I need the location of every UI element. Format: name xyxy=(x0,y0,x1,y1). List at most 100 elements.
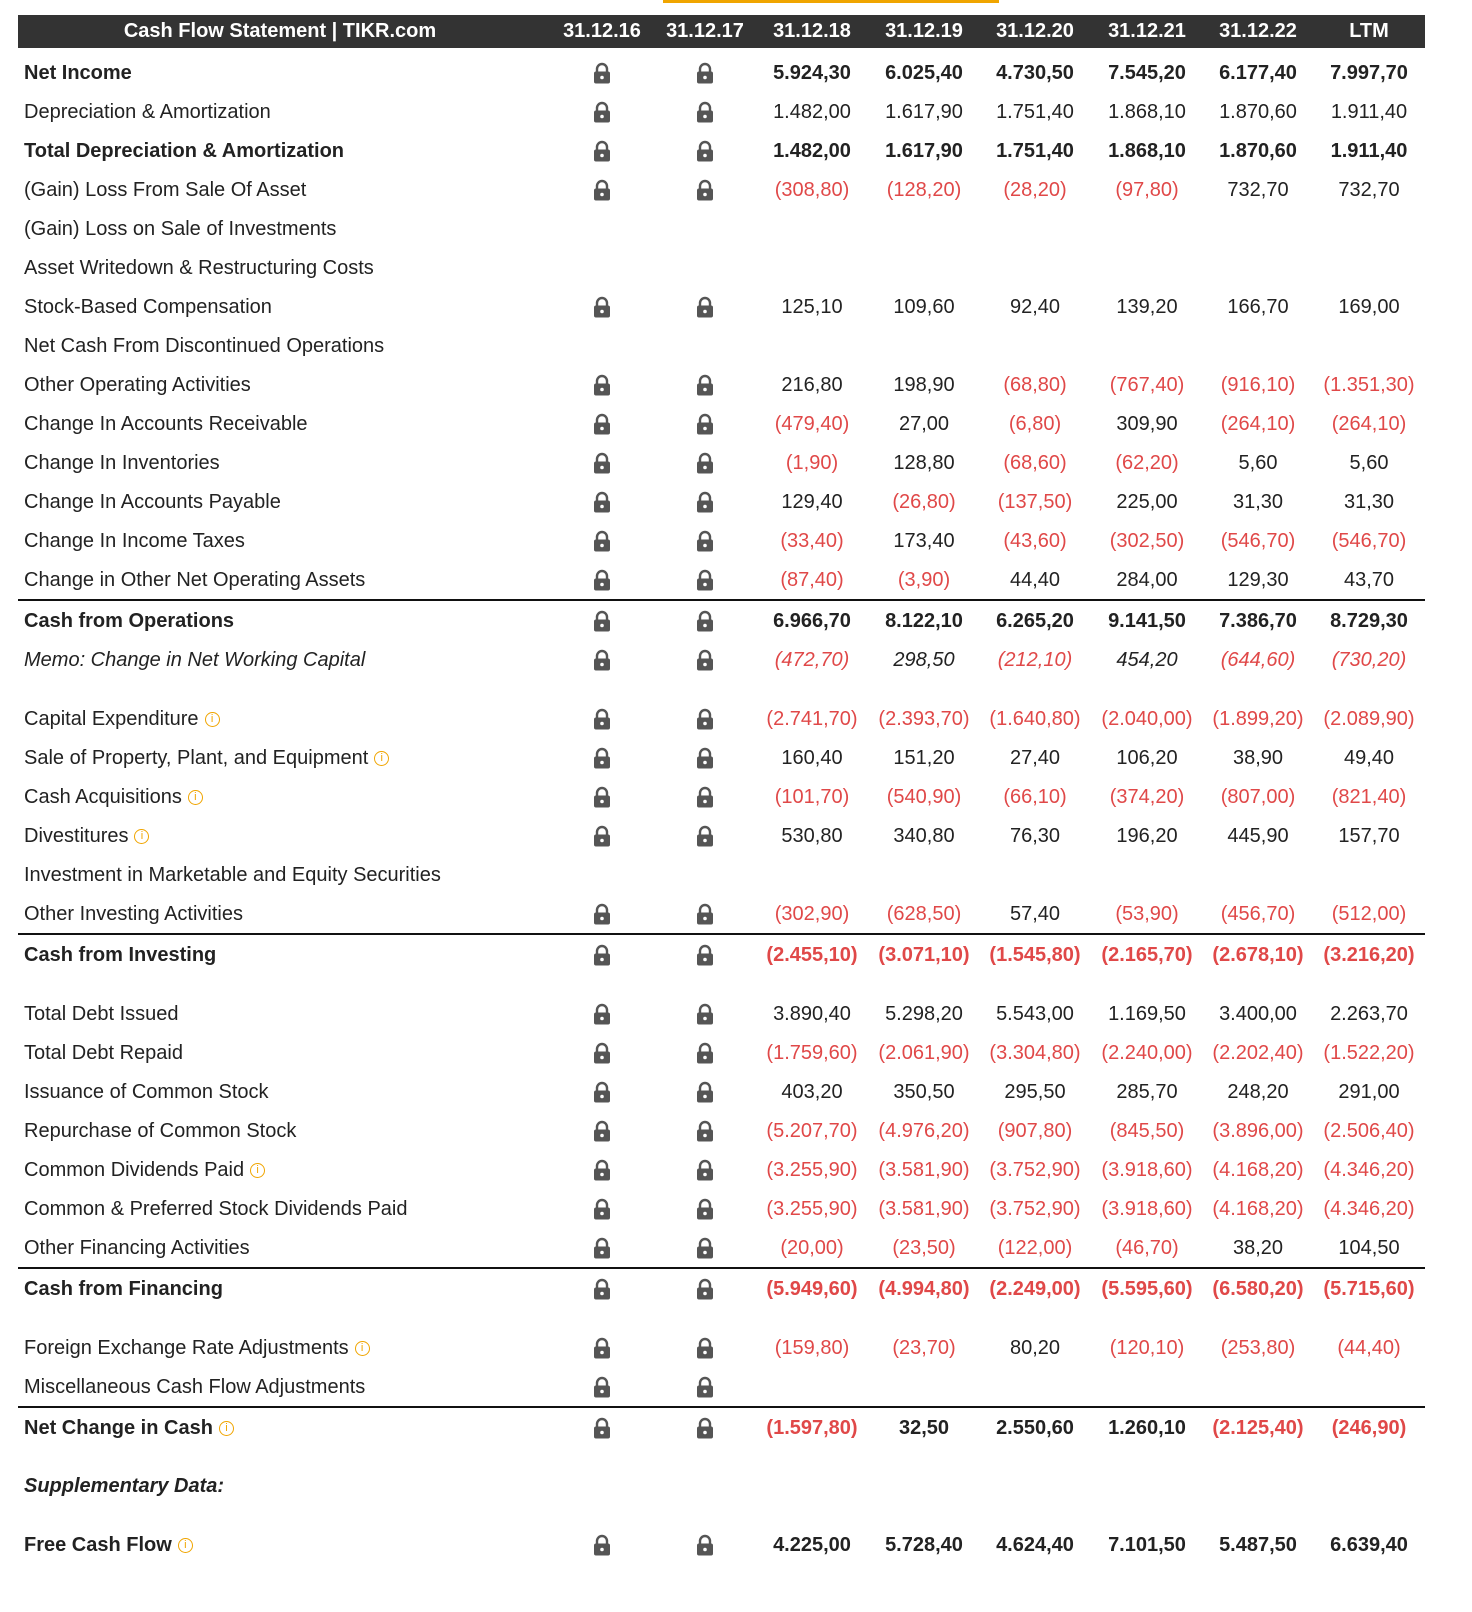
lock-icon xyxy=(594,1120,610,1142)
row-label: Common Dividends Paid i xyxy=(24,1157,266,1183)
cell-value: 445,90 xyxy=(1227,825,1289,847)
row-label: Change in Other Net Operating Assets xyxy=(24,569,366,591)
cell-value: 7.545,20 xyxy=(1108,62,1186,84)
cell-value: 27,00 xyxy=(898,413,950,435)
lock-icon xyxy=(697,1237,713,1259)
cell-value: (807,00) xyxy=(1220,786,1296,808)
cell-value: 57,40 xyxy=(1009,903,1061,925)
cell-value: 109,60 xyxy=(893,296,955,318)
row-label: Miscellaneous Cash Flow Adjustments xyxy=(24,1376,366,1398)
cell-value: 732,70 xyxy=(1338,179,1400,201)
lock-icon xyxy=(697,708,713,730)
cell-value: 80,20 xyxy=(1009,1337,1061,1359)
cell-value: (4.168,20) xyxy=(1212,1198,1304,1220)
cell-value: 198,90 xyxy=(893,374,955,396)
cell-value: 309,90 xyxy=(1116,413,1178,435)
cell-value: (2.249,00) xyxy=(989,1278,1081,1300)
row-label: Sale of Property, Plant, and Equipment i xyxy=(24,745,390,771)
cell-value: (44,40) xyxy=(1337,1337,1401,1359)
lock-icon xyxy=(594,140,610,162)
cell-value: (5.207,70) xyxy=(766,1120,858,1142)
lock-icon xyxy=(594,1042,610,1064)
cell-value: 1.870,60 xyxy=(1219,101,1297,123)
cell-value: (264,10) xyxy=(1220,413,1296,435)
row-label: Stock-Based Compensation xyxy=(24,296,272,318)
lock-icon xyxy=(594,530,610,552)
row-label: Free Cash Flow i xyxy=(24,1532,193,1558)
lock-icon xyxy=(594,903,610,925)
cell-value: (2.455,10) xyxy=(766,944,858,966)
cell-value: 295,50 xyxy=(1004,1081,1066,1103)
cell-value: 129,30 xyxy=(1227,569,1289,591)
cell-value: (907,80) xyxy=(997,1120,1073,1142)
lock-icon xyxy=(594,491,610,513)
lock-icon xyxy=(594,452,610,474)
cell-value: (33,40) xyxy=(780,530,844,552)
cell-value: (23,50) xyxy=(892,1237,956,1259)
lock-icon xyxy=(697,610,713,632)
cell-value: (2.506,40) xyxy=(1323,1120,1415,1142)
section-divider xyxy=(18,599,1425,601)
cell-value: (101,70) xyxy=(774,786,850,808)
cell-value: (4.994,80) xyxy=(878,1278,970,1300)
cell-value: (20,00) xyxy=(780,1237,844,1259)
column-header: 31.12.17 xyxy=(666,20,744,42)
lock-icon xyxy=(697,1081,713,1103)
lock-icon xyxy=(594,62,610,84)
cell-value: 1.260,10 xyxy=(1108,1417,1186,1439)
cell-value: 43,70 xyxy=(1343,569,1395,591)
cell-value: (4.346,20) xyxy=(1323,1159,1415,1181)
cell-value: (128,20) xyxy=(886,179,962,201)
lock-icon xyxy=(697,1417,713,1439)
lock-icon xyxy=(697,747,713,769)
cell-value: (3.896,00) xyxy=(1212,1120,1304,1142)
cell-value: 6.639,40 xyxy=(1330,1534,1408,1556)
cell-value: (62,20) xyxy=(1115,452,1179,474)
cell-value: 139,20 xyxy=(1116,296,1178,318)
lock-icon xyxy=(594,649,610,671)
cell-value: 8.122,10 xyxy=(885,610,963,632)
cell-value: (43,60) xyxy=(1003,530,1067,552)
lock-icon xyxy=(594,786,610,808)
cell-value: (159,80) xyxy=(774,1337,850,1359)
info-icon: i xyxy=(177,1538,193,1554)
lock-icon xyxy=(594,413,610,435)
lock-icon xyxy=(594,296,610,318)
cell-value: 1.911,40 xyxy=(1330,101,1408,123)
cell-value: (1.597,80) xyxy=(766,1417,858,1439)
lock-icon xyxy=(697,569,713,591)
lock-icon xyxy=(594,1237,610,1259)
cell-value: 291,00 xyxy=(1338,1081,1400,1103)
lock-icon xyxy=(594,179,610,201)
row-label: Cash from Financing xyxy=(24,1278,223,1300)
row-label: Issuance of Common Stock xyxy=(24,1081,269,1103)
lock-icon xyxy=(697,374,713,396)
cell-value: (26,80) xyxy=(892,491,956,513)
cell-value: (308,80) xyxy=(774,179,850,201)
cell-value: 6.025,40 xyxy=(885,62,963,84)
row-label: Memo: Change in Net Working Capital xyxy=(24,649,366,671)
lock-icon xyxy=(594,374,610,396)
lock-icon xyxy=(697,530,713,552)
cell-value: 1.482,00 xyxy=(773,140,851,162)
lock-icon xyxy=(697,101,713,123)
cell-value: 2.550,60 xyxy=(996,1417,1074,1439)
cell-value: (2.240,00) xyxy=(1101,1042,1193,1064)
row-label: Other Financing Activities xyxy=(24,1237,250,1259)
cell-value: 4.225,00 xyxy=(773,1534,851,1556)
row-label: Net Cash From Discontinued Operations xyxy=(24,335,385,357)
column-header: 31.12.19 xyxy=(885,20,963,42)
cell-value: (212,10) xyxy=(997,649,1073,671)
row-label: Change In Income Taxes xyxy=(24,530,245,552)
lock-icon xyxy=(594,944,610,966)
cell-value: (23,70) xyxy=(892,1337,956,1359)
cell-value: (2.061,90) xyxy=(878,1042,970,1064)
cell-value: 1.617,90 xyxy=(885,101,963,123)
cell-value: 38,90 xyxy=(1232,747,1284,769)
cell-value: 5,60 xyxy=(1238,452,1278,474)
cell-value: (3,90) xyxy=(897,569,951,591)
lock-icon xyxy=(697,1337,713,1359)
cell-value: 173,40 xyxy=(893,530,955,552)
cell-value: (253,80) xyxy=(1220,1337,1296,1359)
